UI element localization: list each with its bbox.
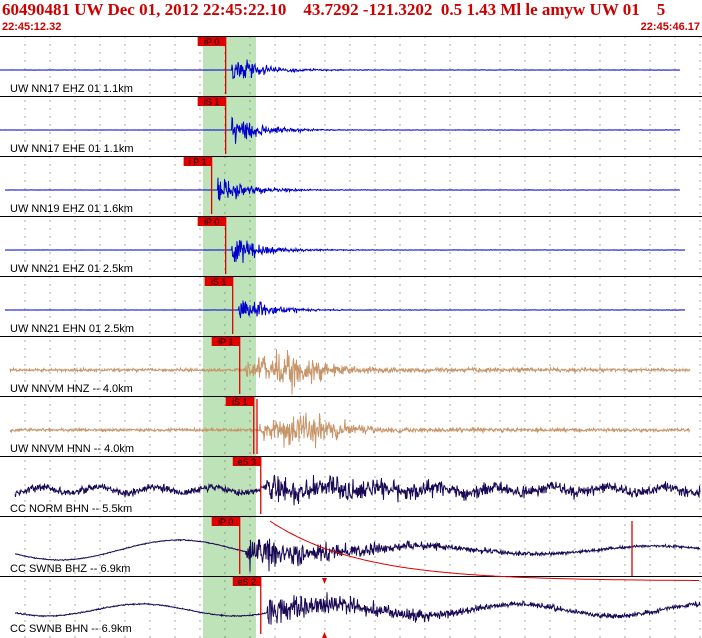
waveform-trace: [9, 349, 691, 395]
phase-pick-tag[interactable]: [197, 97, 226, 106]
phase-pick-label: eS 2: [238, 577, 257, 587]
phase-pick-label: iS 1: [211, 277, 227, 287]
trace-row[interactable]: iP 0 CC SWNB BHZ -- 6.9km: [0, 516, 702, 576]
trace-row[interactable]: iP 0 UW NN17 EHZ 01 1.1km: [0, 37, 681, 95]
waveform-trace: [14, 538, 701, 572]
phase-pick-label: iP 0: [204, 217, 219, 227]
phase-pick-tag[interactable]: [183, 157, 212, 166]
waveform-trace: [14, 592, 701, 625]
amplitude-pick-marker: [322, 578, 327, 584]
waveform-trace: [5, 300, 686, 319]
event-header-title: 60490481 UW Dec 01, 2012 22:45:22.10 43.…: [2, 0, 666, 19]
phase-pick-tag[interactable]: [211, 517, 240, 526]
phase-pick-label: iP 1: [218, 337, 233, 347]
waveform-trace: [5, 240, 686, 263]
phase-pick-label: eS 3: [238, 457, 257, 467]
trace-station-label: CC SWNB BHN -- 6.9km: [10, 623, 132, 635]
phase-pick-label: i P 1: [189, 157, 207, 167]
trace-row[interactable]: i P 1 UW NN19 EHZ 01 1.6km: [0, 156, 702, 216]
waveform-trace: [14, 474, 701, 506]
trace-station-label: UW NNVM HNZ -- 4.0km: [10, 383, 133, 395]
phase-pick-label: iS 1: [232, 397, 248, 407]
trace-station-label: UW NN19 EHZ 01 1.6km: [10, 203, 133, 215]
trace-row[interactable]: iP 1 UW NNVM HNZ -- 4.0km: [0, 336, 702, 396]
trace-station-label: UW NNVM HNN -- 4.0km: [10, 443, 134, 455]
phase-pick-tag[interactable]: [197, 217, 226, 226]
phase-pick-tag[interactable]: [225, 397, 254, 406]
trace-station-label: UW NN17 EHE 01 1.1km: [10, 143, 133, 155]
trace-row[interactable]: eS 2 CC SWNB BHN -- 6.9km: [0, 576, 702, 636]
seismogram-panel[interactable]: iP 0 UW NN17 EHZ 01 1.1km iS 1 UW NN17 EHE …: [0, 36, 702, 638]
time-grid: [0, 36, 702, 638]
trace-row[interactable]: iP 0 UW NN21 EHZ 01 2.5km: [0, 216, 702, 276]
trace-row[interactable]: iS 1 UW NN17 EHE 01 1.1km: [0, 96, 702, 156]
phase-pick-tag[interactable]: [204, 277, 233, 286]
phase-pick-label: iS 1: [204, 97, 220, 107]
coda-fit-curve: [269, 520, 699, 581]
trace-station-label: CC NORM BHN -- 5.5km: [10, 503, 132, 515]
phase-pick-label: iP 0: [218, 517, 233, 527]
waveform-trace: [4, 177, 680, 201]
phase-pick-tag[interactable]: [197, 37, 226, 46]
trace-station-label: UW NN21 EHN 01 2.5km: [10, 323, 134, 335]
phase-pick-tag[interactable]: [232, 577, 261, 586]
trace-row[interactable]: eS 3 CC NORM BHN -- 5.5km: [0, 456, 702, 516]
waveform-trace: [0, 116, 681, 144]
trace-row[interactable]: iS 1 UW NNVM HNN -- 4.0km: [0, 396, 702, 456]
window-end-time: 22:45:46.17: [640, 21, 700, 33]
amplitude-pick-marker: [322, 632, 327, 638]
phase-pick-label: iP 0: [204, 37, 219, 47]
waveform-trace: [0, 59, 681, 80]
trace-station-label: CC SWNB BHZ -- 6.9km: [10, 563, 130, 575]
phase-pick-tag[interactable]: [232, 457, 261, 466]
trace-row[interactable]: iS 1 UW NN21 EHN 01 2.5km: [0, 276, 702, 336]
window-start-time: 22:45:12.32: [2, 21, 62, 33]
trace-station-label: UW NN17 EHZ 01 1.1km: [10, 83, 133, 95]
phase-pick-tag[interactable]: [211, 337, 240, 346]
trace-station-label: UW NN21 EHZ 01 2.5km: [10, 263, 133, 275]
waveform-trace: [9, 412, 691, 449]
